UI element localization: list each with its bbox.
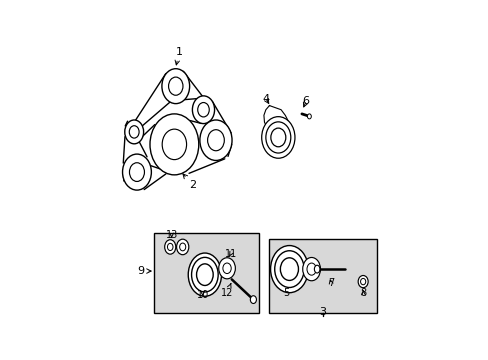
Text: 5: 5: [283, 288, 289, 298]
Text: 12: 12: [221, 284, 233, 298]
Ellipse shape: [168, 77, 183, 95]
Ellipse shape: [188, 253, 221, 296]
Ellipse shape: [191, 257, 218, 292]
Ellipse shape: [270, 128, 285, 147]
Text: 13: 13: [165, 230, 177, 240]
Ellipse shape: [176, 239, 188, 255]
Ellipse shape: [196, 264, 213, 285]
Ellipse shape: [261, 117, 294, 158]
Ellipse shape: [179, 243, 185, 251]
Text: 7: 7: [327, 278, 333, 288]
Ellipse shape: [302, 257, 320, 281]
Ellipse shape: [162, 69, 189, 104]
Ellipse shape: [357, 275, 367, 288]
Text: 10: 10: [196, 290, 208, 300]
Ellipse shape: [167, 243, 173, 251]
Ellipse shape: [306, 263, 316, 275]
Ellipse shape: [197, 103, 209, 117]
Ellipse shape: [270, 246, 307, 293]
Ellipse shape: [314, 265, 319, 273]
Ellipse shape: [192, 96, 214, 123]
Ellipse shape: [250, 296, 256, 303]
Bar: [268, 239, 376, 314]
Ellipse shape: [223, 263, 231, 274]
Text: 2: 2: [183, 174, 196, 190]
Ellipse shape: [129, 126, 139, 138]
Ellipse shape: [129, 163, 144, 181]
Ellipse shape: [124, 120, 143, 144]
Ellipse shape: [265, 122, 290, 153]
Ellipse shape: [218, 258, 235, 279]
Ellipse shape: [164, 240, 175, 254]
Ellipse shape: [274, 251, 304, 288]
Ellipse shape: [150, 114, 198, 175]
Text: 4: 4: [262, 94, 269, 104]
Text: 6: 6: [302, 96, 309, 107]
Text: 1: 1: [175, 47, 182, 65]
Ellipse shape: [122, 154, 151, 190]
Text: 9: 9: [137, 266, 151, 276]
Ellipse shape: [280, 258, 298, 280]
Ellipse shape: [200, 120, 232, 161]
Ellipse shape: [162, 129, 186, 159]
Ellipse shape: [360, 278, 365, 285]
Bar: [153, 233, 259, 314]
Text: 3: 3: [319, 307, 325, 317]
Text: 8: 8: [360, 288, 366, 298]
Ellipse shape: [207, 130, 224, 151]
Text: 11: 11: [224, 249, 236, 259]
Ellipse shape: [307, 114, 311, 119]
